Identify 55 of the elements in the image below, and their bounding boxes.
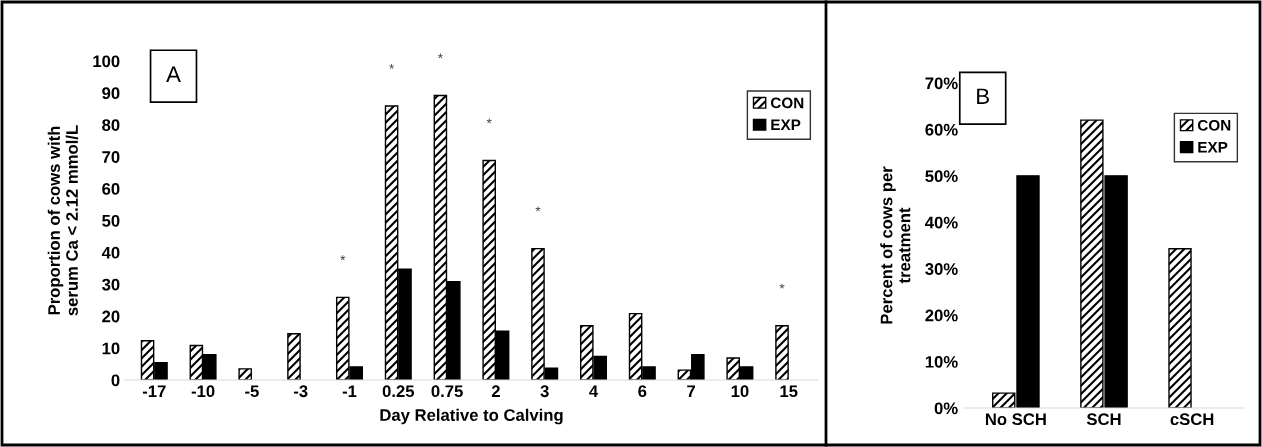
y-tick-label: 10% xyxy=(925,355,958,368)
x-tick-label: -5 xyxy=(245,385,259,398)
y-tick-label: 100 xyxy=(93,55,120,68)
annotation: * xyxy=(437,53,443,59)
x-tick-label: -3 xyxy=(293,385,308,398)
bar xyxy=(1168,248,1192,408)
x-tick-label: -1 xyxy=(342,385,357,397)
x-axis-title: Day Relative to Calving xyxy=(380,408,563,425)
legend-label: CON xyxy=(770,97,804,109)
x-tick-label: 15 xyxy=(780,385,798,398)
annotation: * xyxy=(340,255,346,261)
y-tick-label: 10 xyxy=(102,342,120,355)
x-tick-label: 0.75 xyxy=(431,385,463,398)
x-tick-label: 2 xyxy=(491,385,500,397)
bar xyxy=(238,368,252,380)
y-tick-label: 70% xyxy=(925,77,958,90)
x-tick-label: 10 xyxy=(731,385,749,398)
y-tick-label: 60% xyxy=(925,123,958,136)
x-tick-label: 0.25 xyxy=(382,385,415,398)
x-tick-label: cSCH xyxy=(1170,413,1214,426)
y-tick-label: 30 xyxy=(101,278,120,291)
x-tick-label: 3 xyxy=(540,385,549,398)
legend-label: CON xyxy=(1197,119,1231,131)
bar xyxy=(775,325,789,380)
x-tick-label: No SCH xyxy=(985,413,1046,426)
x-tick-label: 4 xyxy=(589,385,599,397)
y-tick-label: 0% xyxy=(934,402,958,415)
y-tick-label: 20% xyxy=(925,309,958,322)
y-tick-label: 40 xyxy=(101,246,120,259)
y-tick-label: 30% xyxy=(925,263,958,275)
x-tick-label: 7 xyxy=(687,385,696,397)
y-axis-title: Percent of cows per treatment xyxy=(880,166,911,324)
y-tick-label: 0 xyxy=(111,374,120,387)
x-tick-label: SCH xyxy=(1086,413,1121,426)
y-tick-label: 60 xyxy=(102,183,120,195)
annotation: * xyxy=(389,63,395,69)
y-axis-title: Proportion of cows with serum Ca < 2.12 mmol/L xyxy=(47,125,79,316)
x-tick-label: 6 xyxy=(638,385,647,398)
annotation: A xyxy=(166,66,181,82)
y-tick-label: 90 xyxy=(102,87,120,100)
legend-label: EXP xyxy=(1198,141,1228,153)
annotation: * xyxy=(779,283,785,289)
bar xyxy=(287,333,301,380)
y-tick-label: 50% xyxy=(925,170,958,183)
x-tick-label: -17 xyxy=(142,385,166,397)
y-tick-label: 40% xyxy=(925,216,958,229)
y-tick-label: 50 xyxy=(102,214,120,227)
x-tick-label: -10 xyxy=(191,385,215,398)
annotation: * xyxy=(486,118,492,124)
annotation: * xyxy=(535,206,541,212)
annotation: B xyxy=(977,88,989,104)
y-tick-label: 20 xyxy=(102,310,120,323)
y-tick-label: 70 xyxy=(102,151,120,163)
y-tick-label: 80 xyxy=(102,119,120,131)
legend-label: EXP xyxy=(771,119,801,131)
